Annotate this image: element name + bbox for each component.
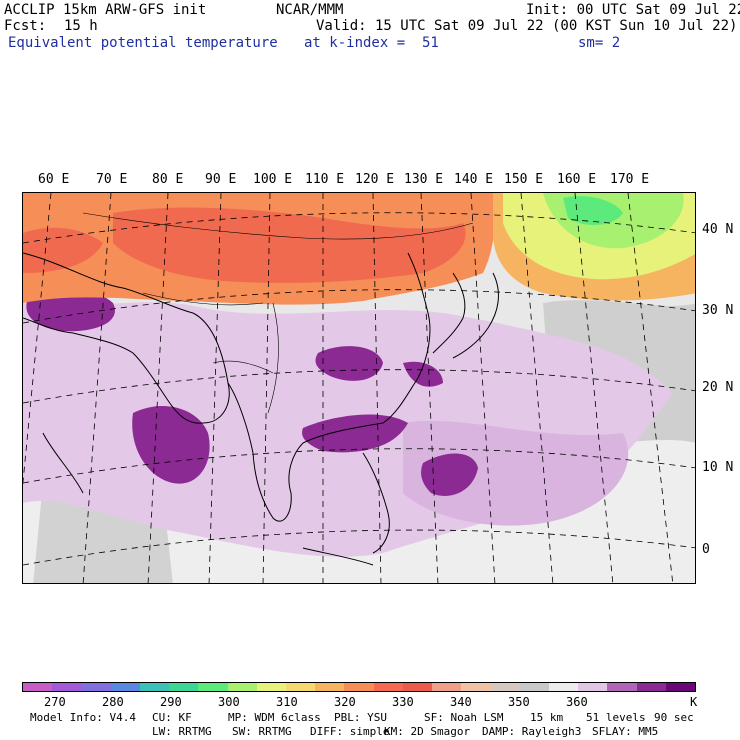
valid-time: Valid: 15 UTC Sat 09 Jul 22 (00 KST Sun …: [316, 18, 738, 34]
coastlines: [23, 252, 499, 566]
colorbar-tick-label: 300: [218, 695, 240, 709]
philippines-coast: [362, 452, 390, 554]
colorbar-swatch: [198, 683, 228, 691]
latitude-label: 0: [702, 542, 710, 557]
borneo-coast: [302, 547, 374, 566]
colorbar-swatch: [665, 683, 696, 691]
dark-purple-india-north: [26, 290, 115, 332]
colorbar-swatch: [578, 683, 608, 691]
longitude-label: 120 E: [355, 172, 395, 187]
dark-purple-bay-of-bengal: [132, 405, 210, 484]
model-info-item: MP: WDM 6class: [228, 711, 321, 724]
colorbar-swatch: [548, 683, 579, 691]
model-info-item: SFLAY: MM5: [592, 725, 659, 738]
colorbar-swatch: [315, 683, 345, 691]
country-borders: [82, 212, 474, 414]
latitude-label: 10 N: [702, 460, 734, 475]
colorbar-tick-label: 320: [334, 695, 356, 709]
dark-purple-central-china: [315, 346, 383, 381]
colorbar-swatch: [110, 683, 140, 691]
colorbar-swatch: [256, 683, 286, 691]
india-west-coast: [42, 432, 84, 494]
colorbar-swatch: [52, 683, 82, 691]
colorbar-swatch: [169, 683, 199, 691]
red-band-mongolia: [113, 207, 466, 283]
colorbar-swatch: [607, 683, 637, 691]
colorbar-swatch: [139, 683, 170, 691]
korea-coast: [432, 272, 466, 354]
longitude-label: 170 E: [610, 172, 650, 187]
model-info-item: SF: Noah LSM: [424, 711, 504, 724]
red-band-central-asia: [23, 227, 103, 273]
longitude-label: 130 E: [404, 172, 444, 187]
longitude-label: 110 E: [305, 172, 345, 187]
colorbar: [22, 682, 696, 692]
colorbar-swatch: [432, 683, 462, 691]
dark-purple-philippine-sea: [421, 453, 478, 496]
model-info-item: DAMP: Rayleigh3: [482, 725, 582, 738]
forecast-hour: 15 h: [64, 18, 98, 34]
model-title: ACCLIP 15km ARW-GFS init: [4, 2, 207, 18]
longitude-label: 90 E: [205, 172, 237, 187]
colorbar-tick-label: 350: [508, 695, 530, 709]
field-name: Equivalent potential temperature: [8, 35, 278, 51]
purple-field-pacific: [403, 420, 629, 526]
model-info-item: DIFF: simple: [310, 725, 390, 738]
colorbar-swatch: [373, 683, 403, 691]
longitude-label: 60 E: [38, 172, 70, 187]
colorbar-tick-label: 340: [450, 695, 472, 709]
longitude-label: 70 E: [96, 172, 128, 187]
colorbar-tick-label: 360: [566, 695, 588, 709]
colorbar-tick-label: 310: [276, 695, 298, 709]
colorbar-tick-label: 330: [392, 695, 414, 709]
smoothing-info: sm= 2: [578, 35, 621, 51]
colorbar-swatch: [461, 683, 491, 691]
colorbar-swatch: [519, 683, 549, 691]
forecast-label: Fcst:: [4, 18, 47, 34]
level-info: at k-index = 51: [304, 35, 439, 51]
longitude-label: 100 E: [253, 172, 293, 187]
colorbar-tick-label: 270: [44, 695, 66, 709]
east-asia-coast: [227, 252, 431, 522]
japan-coast: [452, 272, 499, 359]
map-canvas: [23, 193, 695, 583]
colorbar-swatch: [81, 683, 111, 691]
center-label: NCAR/MMM: [276, 2, 344, 18]
model-info-item: 90 sec: [654, 711, 694, 724]
colorbar-swatch: [402, 683, 433, 691]
colorbar-swatch: [636, 683, 666, 691]
longitude-label: 150 E: [504, 172, 544, 187]
model-info-item: LW: RRTMG: [152, 725, 212, 738]
colorbar-tick-label: 280: [102, 695, 124, 709]
init-time: Init: 00 UTC Sat 09 Jul 22: [526, 2, 740, 18]
latitude-label: 30 N: [702, 303, 734, 318]
model-info-item: 15 km: [530, 711, 564, 724]
model-info-item: SW: RRTMG: [232, 725, 292, 738]
colorbar-tick-label: 290: [160, 695, 182, 709]
model-info-item: CU: KF: [152, 711, 192, 724]
longitude-label: 140 E: [454, 172, 494, 187]
dark-purple-south-china: [302, 414, 408, 453]
model-info-item: PBL: YSU: [334, 711, 387, 724]
colorbar-unit: K: [690, 695, 698, 709]
dark-purple-east-china: [403, 361, 443, 387]
colorbar-swatch: [344, 683, 374, 691]
model-info-item: KM: 2D Smagor: [384, 725, 471, 738]
south-asia-coast: [23, 252, 230, 424]
longitude-label: 80 E: [152, 172, 184, 187]
model-info-item: 51 levels: [586, 711, 646, 724]
colorbar-swatch: [490, 683, 520, 691]
colorbar-swatch: [227, 683, 257, 691]
model-info-item: Model Info: V4.4: [30, 711, 136, 724]
colorbar-swatch: [285, 683, 316, 691]
latitude-label: 20 N: [702, 380, 734, 395]
latitude-label: 40 N: [702, 222, 734, 237]
bright-green-core: [563, 196, 623, 225]
theta-e-map: [22, 192, 696, 584]
longitude-label: 160 E: [557, 172, 597, 187]
colorbar-swatch: [23, 683, 53, 691]
